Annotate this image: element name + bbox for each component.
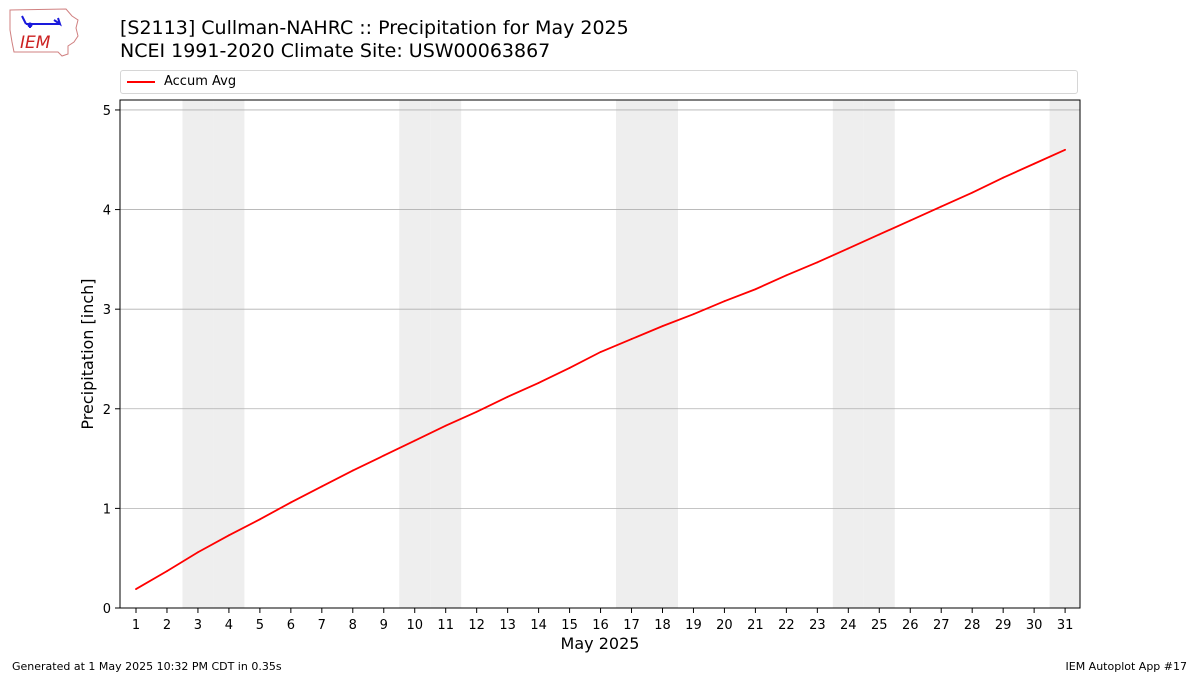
chart-subtitle: NCEI 1991-2020 Climate Site: USW00063867	[120, 40, 551, 62]
xtick-label-13: 13	[499, 618, 516, 633]
xtick-label-10: 10	[406, 618, 423, 633]
xtick-label-5: 5	[256, 618, 264, 633]
chart-title: [S2113] Cullman-NAHRC :: Precipitation f…	[120, 17, 629, 39]
data-point-day-11	[444, 424, 447, 427]
weekend-band-25	[863, 100, 895, 608]
footer-generated: Generated at 1 May 2025 10:32 PM CDT in …	[12, 660, 282, 673]
xtick-label-28: 28	[964, 618, 981, 633]
xtick-label-4: 4	[225, 618, 233, 633]
iem-logo: IEM	[9, 8, 79, 57]
logo-text: IEM	[20, 33, 51, 53]
xtick-label-26: 26	[902, 618, 919, 633]
data-point-day-22	[785, 274, 788, 277]
weekend-band-18	[647, 100, 678, 608]
data-point-day-10	[413, 439, 416, 442]
data-point-day-9	[382, 454, 385, 457]
xtick-label-16: 16	[592, 618, 609, 633]
data-point-day-20	[723, 300, 726, 303]
xtick-label-8: 8	[349, 618, 357, 633]
data-point-day-29	[1002, 176, 1005, 179]
data-point-day-2	[166, 570, 168, 573]
weekend-band-10	[399, 100, 431, 608]
data-point-day-14	[537, 381, 540, 384]
xtick-label-23: 23	[809, 618, 826, 633]
data-point-day-18	[661, 325, 664, 328]
data-point-day-27	[940, 205, 943, 208]
xtick-label-6: 6	[287, 618, 295, 633]
data-point-day-4	[228, 534, 230, 537]
data-point-day-3	[197, 551, 199, 554]
xtick-label-17: 17	[623, 618, 640, 633]
data-point-day-7	[320, 485, 323, 488]
weekend-band-3	[182, 100, 214, 608]
weekend-band-11	[430, 100, 462, 608]
data-point-day-24	[847, 247, 850, 250]
xtick-label-19: 19	[685, 618, 702, 633]
xtick-label-12: 12	[468, 618, 485, 633]
data-point-day-28	[971, 191, 974, 194]
xtick-label-29: 29	[995, 618, 1012, 633]
plot-frame	[119, 99, 1081, 609]
footer-app: IEM Autoplot App #17	[1065, 660, 1188, 673]
data-point-day-6	[289, 501, 292, 504]
ytick-label-0: 0	[103, 602, 111, 617]
legend-swatch-accum-avg	[127, 81, 155, 83]
weather-station-icon	[21, 15, 62, 28]
xtick-label-11: 11	[437, 618, 454, 633]
data-point-day-13	[506, 395, 509, 398]
legend: Accum Avg	[120, 70, 1078, 94]
xtick-label-2: 2	[163, 618, 171, 633]
data-point-day-26	[909, 219, 912, 222]
ytick-label-4: 4	[103, 204, 111, 219]
data-point-day-23	[816, 261, 819, 264]
x-axis-label: May 2025	[561, 634, 640, 653]
xtick-label-9: 9	[380, 618, 388, 633]
legend-label-accum-avg: Accum Avg	[164, 74, 237, 89]
weekend-band-24	[832, 100, 864, 608]
xtick-label-31: 31	[1057, 618, 1074, 633]
data-point-day-12	[475, 410, 478, 413]
series-line-accum-avg	[135, 148, 1066, 590]
grid-lines	[120, 109, 1080, 509]
ytick-label-2: 2	[103, 403, 111, 418]
xtick-label-1: 1	[132, 618, 140, 633]
data-point-day-17	[630, 338, 633, 340]
xtick-label-18: 18	[654, 618, 671, 633]
xtick-label-14: 14	[530, 618, 547, 633]
y-axis-label: Precipitation [inch]	[78, 278, 97, 429]
ytick-label-1: 1	[103, 502, 111, 517]
data-point-day-16	[599, 351, 602, 353]
weekend-band-4	[213, 100, 245, 608]
weekend-bands	[182, 100, 1080, 608]
ytick-label-3: 3	[103, 303, 111, 318]
xtick-label-15: 15	[561, 618, 578, 633]
xtick-label-27: 27	[933, 618, 950, 633]
xtick-label-25: 25	[871, 618, 888, 633]
weekend-band-17	[616, 100, 648, 608]
data-point-day-25	[878, 233, 881, 236]
data-point-day-21	[754, 288, 757, 291]
xtick-label-30: 30	[1026, 618, 1043, 633]
weekend-band-31	[1049, 100, 1080, 608]
data-point-day-5	[258, 518, 261, 521]
data-point-day-19	[692, 313, 695, 316]
xtick-label-7: 7	[318, 618, 326, 633]
xtick-label-3: 3	[194, 618, 202, 633]
ytick-label-5: 5	[103, 104, 111, 119]
data-point-day-1	[135, 588, 137, 590]
xtick-label-22: 22	[778, 618, 795, 633]
iowa-outline-icon	[9, 8, 79, 57]
data-point-day-8	[351, 469, 354, 472]
data-point-day-30	[1033, 162, 1036, 165]
xtick-label-20: 20	[716, 618, 733, 633]
plot-area	[135, 148, 1066, 590]
data-point-day-15	[568, 367, 571, 369]
xtick-label-21: 21	[747, 618, 764, 633]
xtick-label-24: 24	[840, 618, 857, 633]
data-point-day-31	[1064, 148, 1066, 151]
